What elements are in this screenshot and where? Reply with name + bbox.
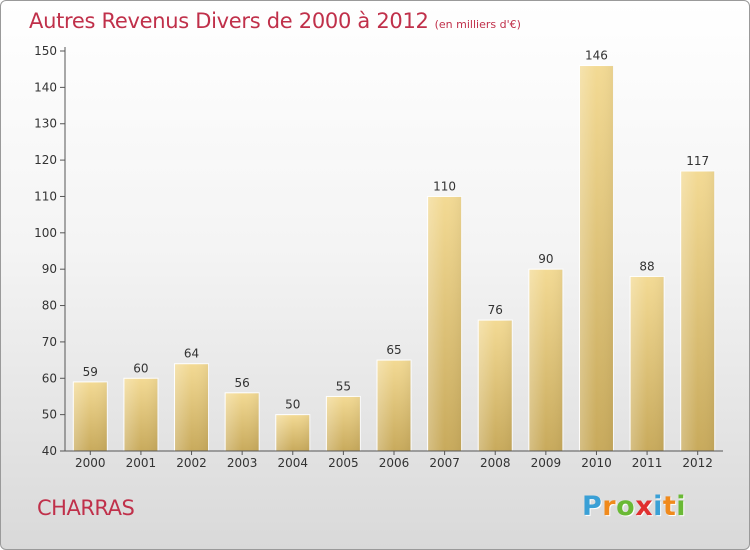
bar-value-label: 56 <box>235 376 250 390</box>
bar-highlight <box>174 363 209 451</box>
x-tick-label: 2002 <box>176 456 207 470</box>
bar-highlight <box>123 378 158 451</box>
y-tick-label: 110 <box>34 189 57 203</box>
y-tick-label: 50 <box>42 408 57 422</box>
bar-value-label: 110 <box>433 179 456 193</box>
brand-logo: Proxiti <box>582 491 686 522</box>
y-tick-label: 90 <box>42 262 57 276</box>
y-tick-label: 150 <box>34 44 57 58</box>
bar-value-label: 60 <box>133 361 148 375</box>
y-tick-label: 120 <box>34 153 57 167</box>
x-tick-label: 2005 <box>328 456 359 470</box>
bar-highlight <box>326 396 361 451</box>
x-tick-label: 2012 <box>682 456 713 470</box>
x-tick-label: 2007 <box>429 456 460 470</box>
bar-highlight <box>275 414 310 451</box>
brand-letter: x <box>635 491 654 522</box>
chart-title: Autres Revenus Divers de 2000 à 2012 (en … <box>29 9 521 33</box>
x-tick-label: 2003 <box>227 456 258 470</box>
brand-letter: i <box>653 491 663 522</box>
x-tick-label: 2008 <box>480 456 511 470</box>
x-tick-label: 2006 <box>379 456 410 470</box>
y-tick-label: 60 <box>42 371 57 385</box>
bar-value-label: 88 <box>639 259 654 273</box>
x-tick-label: 2004 <box>277 456 308 470</box>
bar-value-label: 64 <box>184 347 199 361</box>
location-label: CHARRAS <box>37 496 135 520</box>
bars: 59 60 64 56 50 55 65 110 76 90 146 88 117 <box>72 49 716 452</box>
bar-highlight <box>478 320 513 451</box>
y-tick-label: 100 <box>34 226 57 240</box>
brand-letter: r <box>602 491 617 522</box>
y-tick-label: 140 <box>34 80 57 94</box>
brand-letter: i <box>676 491 687 522</box>
y-tick-label: 130 <box>34 117 57 131</box>
x-tick-label: 2011 <box>632 456 663 470</box>
bar-highlight <box>579 65 614 451</box>
bar-highlight <box>680 171 715 451</box>
bar-value-label: 90 <box>538 252 553 266</box>
y-tick-label: 70 <box>42 335 57 349</box>
x-axis: 2000 2001 2002 2003 2004 2005 2006 2007 2008 2009… <box>65 450 723 470</box>
y-axis: 40 50 60 70 80 90 100 110 120 130 140 150 <box>34 44 66 458</box>
bar-highlight <box>377 360 411 451</box>
brand-letter: P <box>582 491 603 522</box>
y-tick-label: 40 <box>42 444 57 458</box>
bar-highlight <box>630 276 665 451</box>
bar-highlight <box>528 269 563 451</box>
bar-value-label: 76 <box>488 303 503 317</box>
chart-title-text: Autres Revenus Divers de 2000 à 2012 <box>29 9 429 33</box>
bar-highlight <box>73 381 108 451</box>
bar-highlight <box>225 392 260 451</box>
brand-letter: o <box>616 491 636 522</box>
x-tick-label: 2010 <box>581 456 612 470</box>
x-tick-label: 2001 <box>126 456 157 470</box>
bar-value-label: 146 <box>585 49 608 63</box>
bar-value-label: 50 <box>285 398 300 412</box>
bar-value-label: 65 <box>386 343 401 357</box>
x-tick-label: 2009 <box>531 456 562 470</box>
x-tick-label: 2000 <box>75 456 106 470</box>
bar-value-label: 59 <box>83 365 98 379</box>
bar-value-label: 117 <box>686 154 709 168</box>
bar-value-label: 55 <box>336 379 351 393</box>
bar-highlight <box>427 196 462 451</box>
chart-subtitle: (en milliers d'€) <box>434 18 521 31</box>
brand-letter: t <box>662 491 677 522</box>
y-tick-label: 80 <box>42 299 57 313</box>
